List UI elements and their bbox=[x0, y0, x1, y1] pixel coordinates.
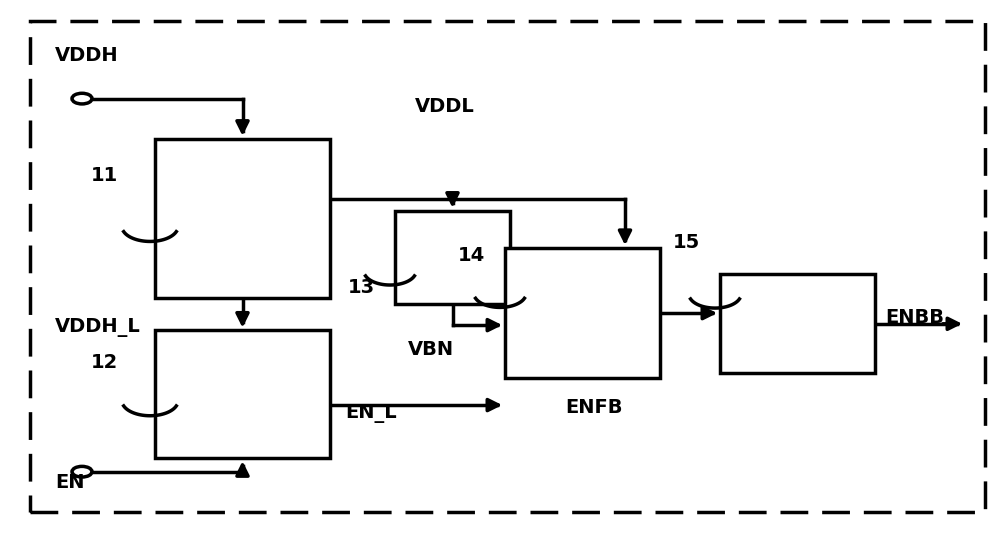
Text: VDDH_L: VDDH_L bbox=[55, 318, 141, 337]
Text: VDDH: VDDH bbox=[55, 46, 119, 66]
Text: ENBB: ENBB bbox=[885, 308, 944, 327]
Bar bbox=[395, 211, 510, 304]
Bar bbox=[155, 139, 330, 298]
Bar bbox=[155, 330, 330, 458]
Text: EN: EN bbox=[55, 473, 84, 492]
Bar bbox=[720, 274, 875, 373]
Text: 15: 15 bbox=[673, 233, 700, 252]
Text: ENFB: ENFB bbox=[565, 398, 622, 417]
Text: 11: 11 bbox=[91, 166, 118, 185]
Text: EN_L: EN_L bbox=[345, 403, 397, 423]
Text: 13: 13 bbox=[348, 278, 375, 297]
Text: VDDL: VDDL bbox=[415, 97, 475, 116]
Text: VBN: VBN bbox=[408, 340, 454, 359]
Text: 14: 14 bbox=[458, 246, 485, 265]
Bar bbox=[505, 248, 660, 378]
Text: 12: 12 bbox=[91, 353, 118, 372]
